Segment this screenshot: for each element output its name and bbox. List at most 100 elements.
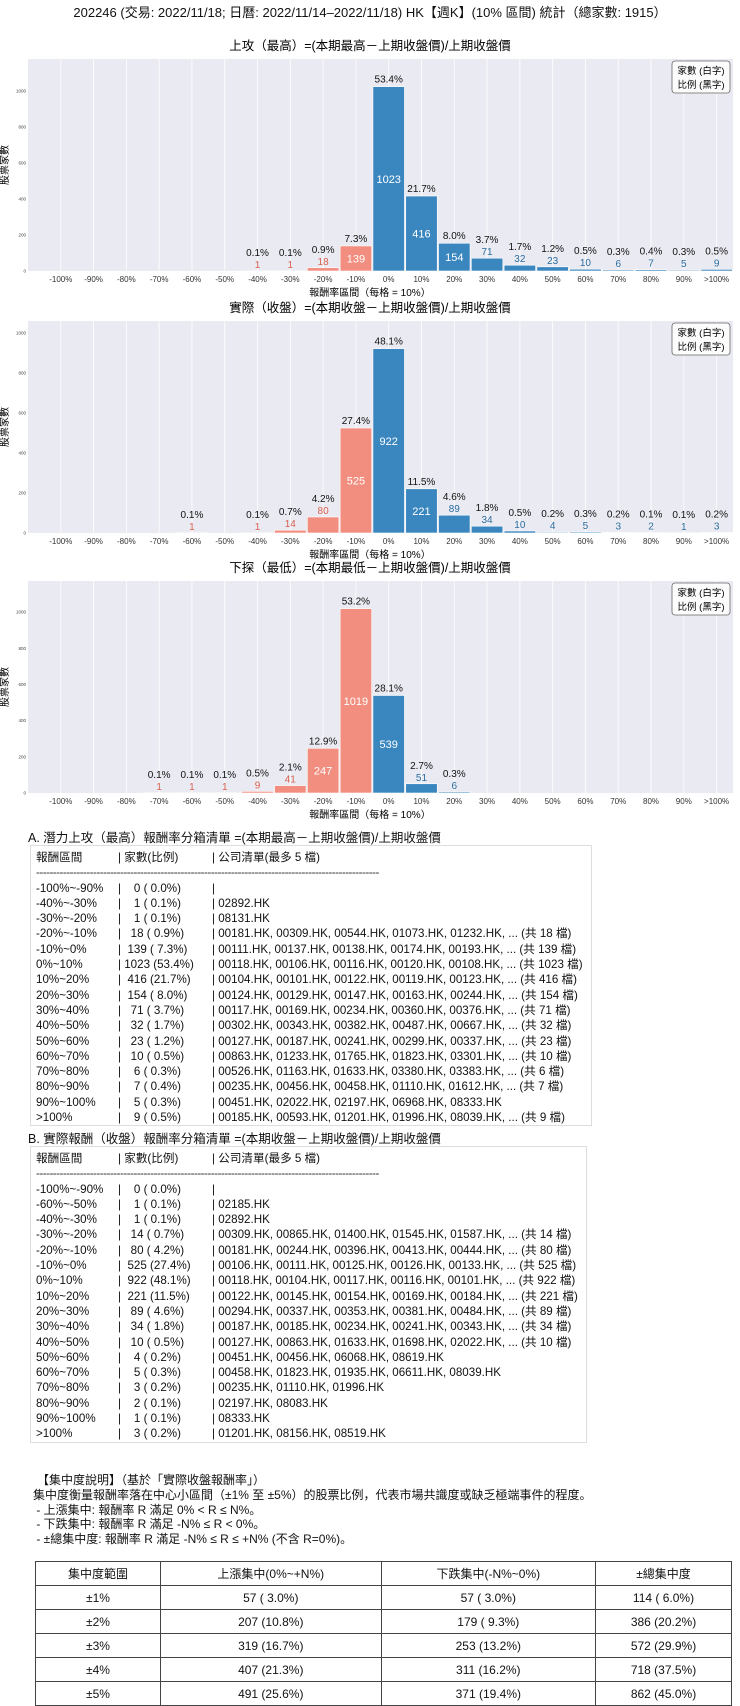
bar-percent-label: 28.1% <box>375 683 403 694</box>
bar-count-label: 1 <box>288 260 294 271</box>
cell-count: | 3 ( 0.2%) <box>118 1380 210 1395</box>
y-tick-label: 0 <box>23 531 26 536</box>
bar-percent-label: 11.5% <box>408 477 436 488</box>
list-divider: ----------------------------------------… <box>36 1166 578 1181</box>
x-tick-label: 80% <box>643 537 659 546</box>
cell-range: -20%~-10% <box>36 926 118 941</box>
y-tick-label: 600 <box>18 411 26 416</box>
cell-companies: | 00451.HK, 00456.HK, 06068.HK, 08619.HK <box>212 1350 444 1365</box>
bar-count-label: 18 <box>318 257 330 268</box>
bar <box>570 269 601 271</box>
cell-range: -40%~-30% <box>36 896 118 911</box>
x-tick-label: 60% <box>577 275 593 284</box>
bar <box>242 791 273 793</box>
x-tick-label: 80% <box>643 275 659 284</box>
bar <box>602 532 633 533</box>
table-cell: 491 (25.6%) <box>160 1682 381 1706</box>
cell-companies: | 02185.HK <box>212 1197 270 1212</box>
x-tick-label: -60% <box>183 275 202 284</box>
list-row: >100%| 9 ( 0.5%)| 00185.HK, 00593.HK, 01… <box>36 1110 583 1125</box>
cell-count: | 71 ( 3.7%) <box>118 1003 210 1018</box>
cell-range: 50%~60% <box>36 1034 118 1049</box>
y-tick-label: 600 <box>18 682 26 687</box>
bar-percent-label: 0.1% <box>640 510 663 521</box>
y-tick-label: 200 <box>18 754 26 759</box>
bar-count-label: 139 <box>347 253 365 265</box>
x-tick-label: 90% <box>676 537 692 546</box>
bar-percent-label: 8.0% <box>443 231 466 242</box>
cell-range: 80%~90% <box>36 1079 118 1094</box>
cell-companies: | 02197.HK, 08083.HK <box>212 1396 328 1411</box>
bar-percent-label: 0.1% <box>181 770 204 781</box>
cell-count: | 89 ( 4.6%) <box>118 1304 210 1319</box>
cell-companies: | 00863.HK, 01233.HK, 01765.HK, 01823.HK… <box>212 1049 571 1064</box>
table-header-cell: 上漲集中(0%~+N%) <box>160 1562 381 1586</box>
table-cell: ±1% <box>36 1586 161 1610</box>
bar-count-label: 23 <box>547 256 559 267</box>
concentration-note-line: 集中度衡量報酬率落在中心小區間（±1% 至 ±5%）的股票比例，代表市場共識度或… <box>33 1488 592 1503</box>
x-tick-label: >100% <box>704 537 729 546</box>
table-row: ±2%207 (10.8%)179 ( 9.3%)386 (20.2%) <box>36 1610 732 1634</box>
bar <box>439 515 470 533</box>
y-axis-label: 股票家數 <box>0 407 11 447</box>
cell-count: | 32 ( 1.7%) <box>118 1018 210 1033</box>
cell-count: | 1 ( 0.1%) <box>118 1212 210 1227</box>
x-tick-label: -40% <box>248 797 267 806</box>
x-tick-label: 40% <box>512 537 528 546</box>
bar <box>668 270 699 271</box>
x-tick-label: 70% <box>610 537 626 546</box>
table-cell: 311 (16.2%) <box>381 1658 595 1682</box>
bar-count-label: 6 <box>451 781 457 792</box>
bar-percent-label: 0.3% <box>574 509 597 520</box>
cell-range: 0%~10% <box>36 1273 118 1288</box>
list-row: 50%~60%| 4 ( 0.2%)| 00451.HK, 00456.HK, … <box>36 1350 578 1365</box>
x-tick-label: -100% <box>49 797 72 806</box>
cell-count: | 922 (48.1%) <box>118 1273 210 1288</box>
cell-count: | 5 ( 0.3%) <box>118 1095 210 1110</box>
x-tick-label: 60% <box>577 797 593 806</box>
x-tick-label: -30% <box>281 797 300 806</box>
table-row: ±1%57 ( 3.0%)57 ( 3.0%)114 ( 6.0%) <box>36 1586 732 1610</box>
bar-count-label: 247 <box>314 766 332 778</box>
bar-count-label: 4 <box>550 521 556 532</box>
bar <box>504 265 535 271</box>
y-tick-label: 200 <box>18 491 26 496</box>
cell-count: | 525 (27.4%) <box>118 1258 210 1273</box>
x-tick-label: 40% <box>512 797 528 806</box>
list-row: 40%~50%| 10 ( 0.5%)| 00127.HK, 00863.HK,… <box>36 1335 578 1350</box>
cell-companies: | 00526.HK, 01163.HK, 01633.HK, 03380.HK… <box>212 1064 564 1079</box>
cell-count: | 0 ( 0.0%) <box>118 881 210 896</box>
table-cell: 207 (10.8%) <box>160 1610 381 1634</box>
x-tick-label: -40% <box>248 537 267 546</box>
cell-range: 40%~50% <box>36 1018 118 1033</box>
concentration-notes: 【集中度說明】（基於「實際收盤報酬率」）集中度衡量報酬率落在中心小區間（±1% … <box>33 1473 592 1547</box>
bar-count-label: 1 <box>189 522 195 533</box>
list-b-box: 報酬區間| 家數(比例)| 公司清單(最多 5 檔)--------------… <box>30 1146 587 1443</box>
bar-count-label: 6 <box>615 259 621 270</box>
bar-percent-label: 1.2% <box>541 244 564 255</box>
cell-count: | 221 (11.5%) <box>118 1289 210 1304</box>
table-cell: ±4% <box>36 1658 161 1682</box>
cell-count: | 6 ( 0.3%) <box>118 1064 210 1079</box>
y-tick-label: 1000 <box>16 610 27 615</box>
bar-count-label: 9 <box>714 258 720 269</box>
bar-percent-label: 48.1% <box>375 337 403 348</box>
table-cell: 371 (19.4%) <box>381 1682 595 1706</box>
list-row: 30%~40%| 71 ( 3.7%)| 00117.HK, 00169.HK,… <box>36 1003 583 1018</box>
bar-percent-label: 0.1% <box>279 248 302 259</box>
list-row: 60%~70%| 5 ( 0.3%)| 00458.HK, 01823.HK, … <box>36 1365 578 1380</box>
bar <box>471 526 502 533</box>
cell-count: | 10 ( 0.5%) <box>118 1335 210 1350</box>
bar-percent-label: 4.6% <box>443 492 466 503</box>
list-divider: ----------------------------------------… <box>36 865 583 880</box>
cell-count: | 1 ( 0.1%) <box>118 1411 210 1426</box>
bar <box>504 531 535 533</box>
cell-companies: | 00185.HK, 00593.HK, 01201.HK, 01996.HK… <box>212 1110 565 1125</box>
x-tick-label: -50% <box>215 797 234 806</box>
cell-companies: | 08333.HK <box>212 1411 270 1426</box>
list-row: 40%~50%| 32 ( 1.7%)| 00302.HK, 00343.HK,… <box>36 1018 583 1033</box>
cell-range: 50%~60% <box>36 1350 118 1365</box>
cell-range: 20%~30% <box>36 1304 118 1319</box>
cell-companies: | 00458.HK, 01823.HK, 01935.HK, 06611.HK… <box>212 1365 501 1380</box>
